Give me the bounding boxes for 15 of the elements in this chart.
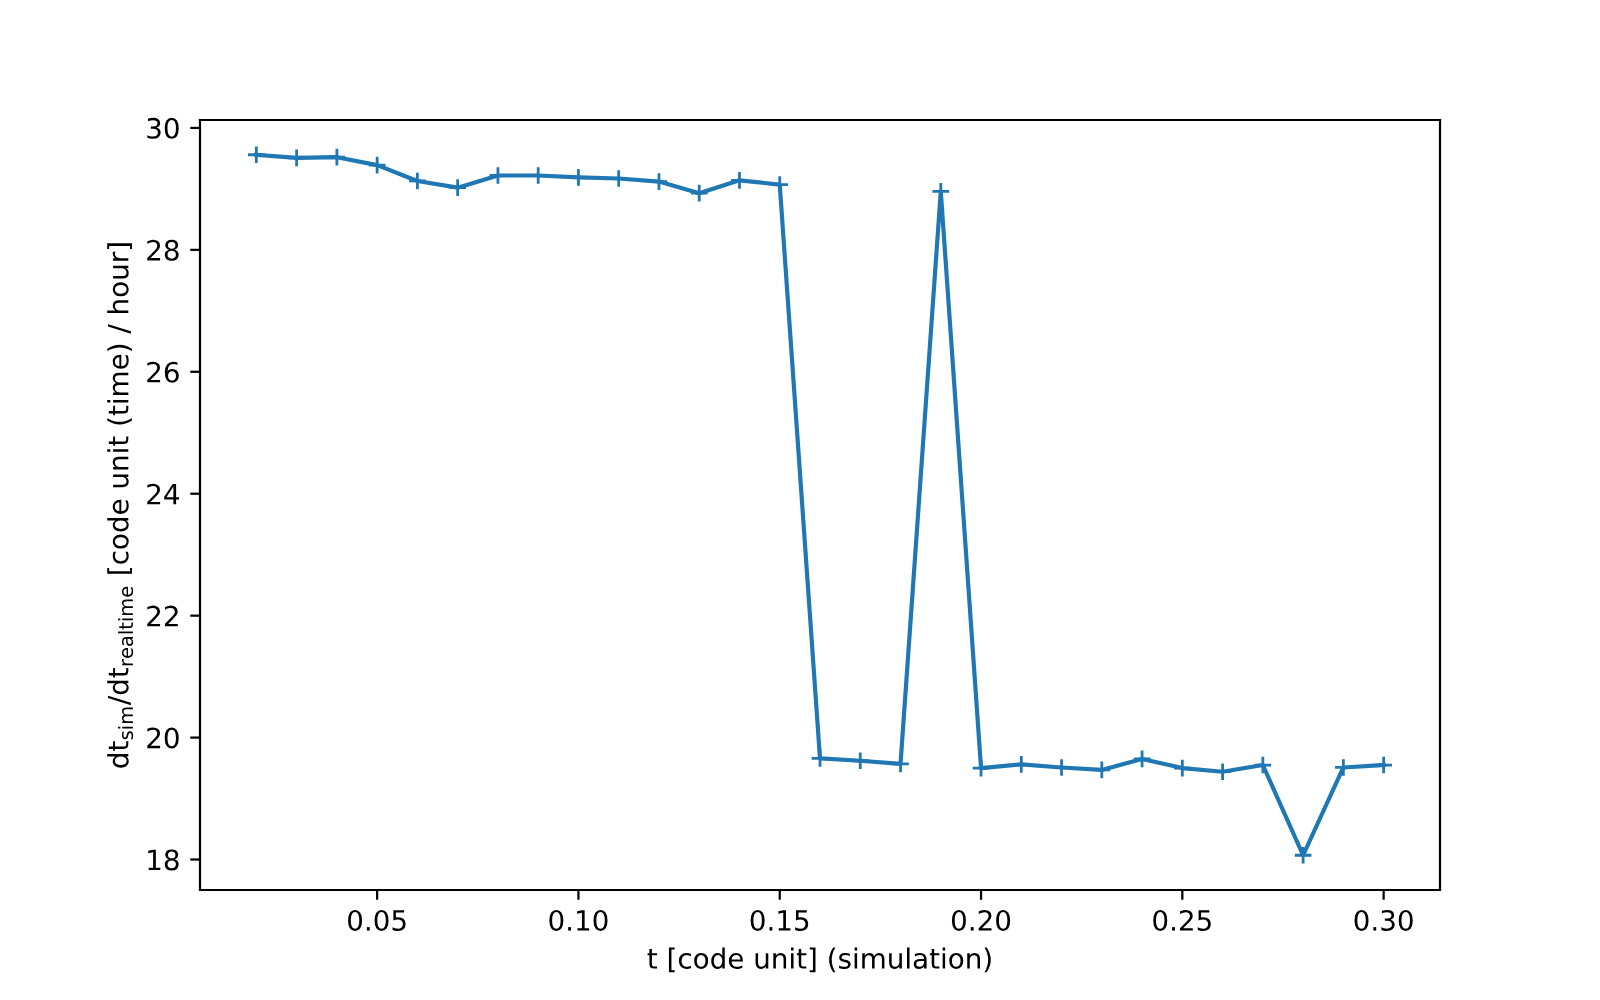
- x-tick-label: 0.10: [549, 909, 608, 931]
- x-tick-label: 0.15: [750, 909, 809, 931]
- y-tick-label: 24: [147, 483, 179, 505]
- y-tick-label: 26: [147, 361, 179, 383]
- y-tick-label: 30: [147, 117, 179, 139]
- x-tick-label: 0.30: [1354, 909, 1413, 931]
- y-axis-title: dt$_{sim}$/dt$_{realtime}$ [code unit (time) / hour]: [107, 243, 134, 768]
- y-tick-label: 28: [147, 239, 179, 261]
- x-tick-label: 0.05: [348, 909, 406, 931]
- y-tick-label: 20: [147, 727, 179, 749]
- x-tick-label: 0.25: [1153, 909, 1211, 931]
- y-tick-label: 22: [147, 605, 178, 627]
- x-tick-label: 0.20: [951, 909, 1011, 931]
- x-axis-title: t [code unit] (simulation): [647, 947, 991, 973]
- y-tick-label: 18: [148, 849, 179, 871]
